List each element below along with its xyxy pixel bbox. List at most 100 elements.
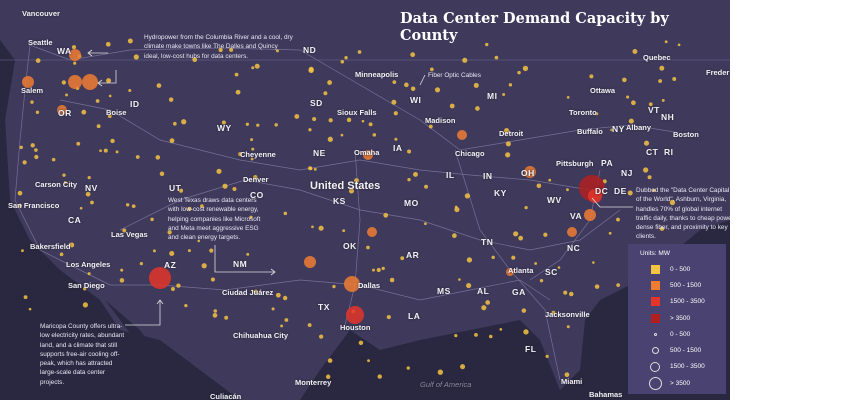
data-center-marker — [59, 252, 64, 257]
state-label: TN — [481, 237, 494, 247]
state-label: DE — [614, 186, 627, 196]
data-center-marker — [367, 359, 370, 363]
state-label: ID — [130, 99, 140, 109]
data-center-marker — [481, 305, 487, 311]
data-center-marker — [567, 227, 577, 237]
legend-label: 500 - 1500 — [670, 281, 702, 289]
data-center-marker — [323, 91, 328, 96]
data-center-marker — [340, 59, 345, 64]
data-center-marker — [658, 79, 663, 83]
data-center-marker — [506, 268, 514, 276]
city-label: Chicago — [455, 149, 485, 158]
city-label: Boston — [673, 130, 699, 139]
data-center-marker — [282, 295, 288, 301]
data-center-marker — [17, 190, 23, 196]
legend-size-item: 1500 - 3500 — [640, 359, 726, 375]
size-circle-icon — [651, 347, 659, 355]
data-center-marker — [428, 124, 433, 129]
data-center-marker — [328, 118, 333, 123]
data-center-marker — [106, 78, 112, 84]
data-center-marker — [474, 333, 478, 337]
state-label: SD — [310, 98, 323, 108]
city-label: Vancouver — [22, 9, 60, 18]
state-label: ND — [303, 45, 317, 55]
map[interactable]: Data Center Demand Capacity by County Va… — [0, 0, 730, 400]
data-center-marker — [216, 168, 222, 174]
legend-label: > 3500 — [670, 314, 691, 322]
data-center-marker — [368, 122, 373, 127]
data-center-marker — [664, 40, 668, 44]
data-center-marker — [524, 206, 528, 210]
data-center-marker — [19, 145, 23, 150]
data-center-marker — [254, 63, 260, 69]
data-center-marker — [283, 211, 288, 216]
data-center-marker — [460, 364, 466, 370]
country-label: United States — [310, 180, 381, 192]
data-center-marker — [592, 261, 595, 264]
data-center-marker — [210, 277, 215, 282]
data-center-marker — [458, 278, 461, 281]
city-label: Bahamas — [589, 390, 623, 399]
data-center-marker — [62, 173, 66, 177]
data-center-marker — [523, 329, 529, 335]
data-center-marker — [253, 175, 258, 180]
legend-label: 1500 - 3500 — [670, 298, 705, 306]
data-center-marker — [383, 212, 389, 218]
city-label: Denver — [243, 175, 269, 184]
data-center-marker — [410, 86, 416, 91]
data-center-marker — [429, 67, 434, 72]
data-center-marker — [485, 42, 489, 47]
state-label: UT — [169, 183, 182, 193]
data-center-marker — [622, 77, 627, 83]
data-center-marker — [167, 230, 172, 235]
data-center-marker — [87, 272, 91, 276]
legend-size-item: > 3500 — [640, 375, 726, 391]
color-swatch — [650, 297, 660, 307]
annotation-fiber: Fiber Optic Cables — [428, 72, 481, 79]
data-center-marker — [357, 50, 362, 54]
annotation-columbia: Hydropower from the Columbia River and a… — [144, 34, 293, 60]
size-circle-icon — [648, 376, 662, 390]
data-center-marker — [23, 295, 28, 300]
data-center-marker — [275, 49, 279, 53]
city-label: Toronto — [569, 108, 597, 117]
data-center-marker — [221, 120, 226, 125]
color-swatch — [650, 280, 660, 290]
data-center-marker — [250, 157, 254, 161]
data-center-marker — [354, 178, 359, 184]
city-label: Madison — [425, 116, 456, 125]
map-title: Data Center Demand Capacity by County — [400, 10, 669, 44]
data-center-marker — [494, 55, 499, 60]
data-center-marker — [327, 136, 333, 142]
data-center-marker — [176, 283, 181, 288]
data-center-marker — [466, 257, 473, 263]
data-center-marker — [319, 334, 324, 339]
state-label: CO — [250, 190, 264, 200]
legend-title: Units: MW — [640, 250, 670, 257]
data-center-marker — [393, 111, 398, 116]
data-center-marker — [69, 242, 75, 248]
legend-color-item: > 3500 — [640, 310, 726, 326]
data-center-marker — [348, 188, 355, 194]
state-label: RI — [664, 147, 674, 157]
data-center-marker — [131, 204, 136, 209]
legend-label: > 3500 — [670, 379, 691, 387]
data-center-marker — [372, 268, 375, 272]
data-center-marker — [119, 278, 125, 283]
state-label: NC — [567, 243, 581, 253]
data-center-marker — [251, 147, 255, 151]
data-center-marker — [473, 82, 479, 88]
data-center-marker — [652, 188, 656, 192]
city-label: San Francisco — [8, 201, 60, 210]
data-center-marker — [197, 239, 201, 243]
data-center-marker — [184, 303, 188, 308]
state-label: WI — [410, 95, 422, 105]
data-center-marker — [187, 249, 191, 253]
state-label: KY — [494, 188, 507, 198]
data-center-marker — [594, 284, 600, 289]
state-label: MS — [437, 286, 451, 296]
data-center-marker — [406, 366, 410, 370]
data-center-marker — [499, 328, 503, 331]
color-swatch — [650, 264, 660, 274]
data-center-marker — [128, 88, 132, 93]
